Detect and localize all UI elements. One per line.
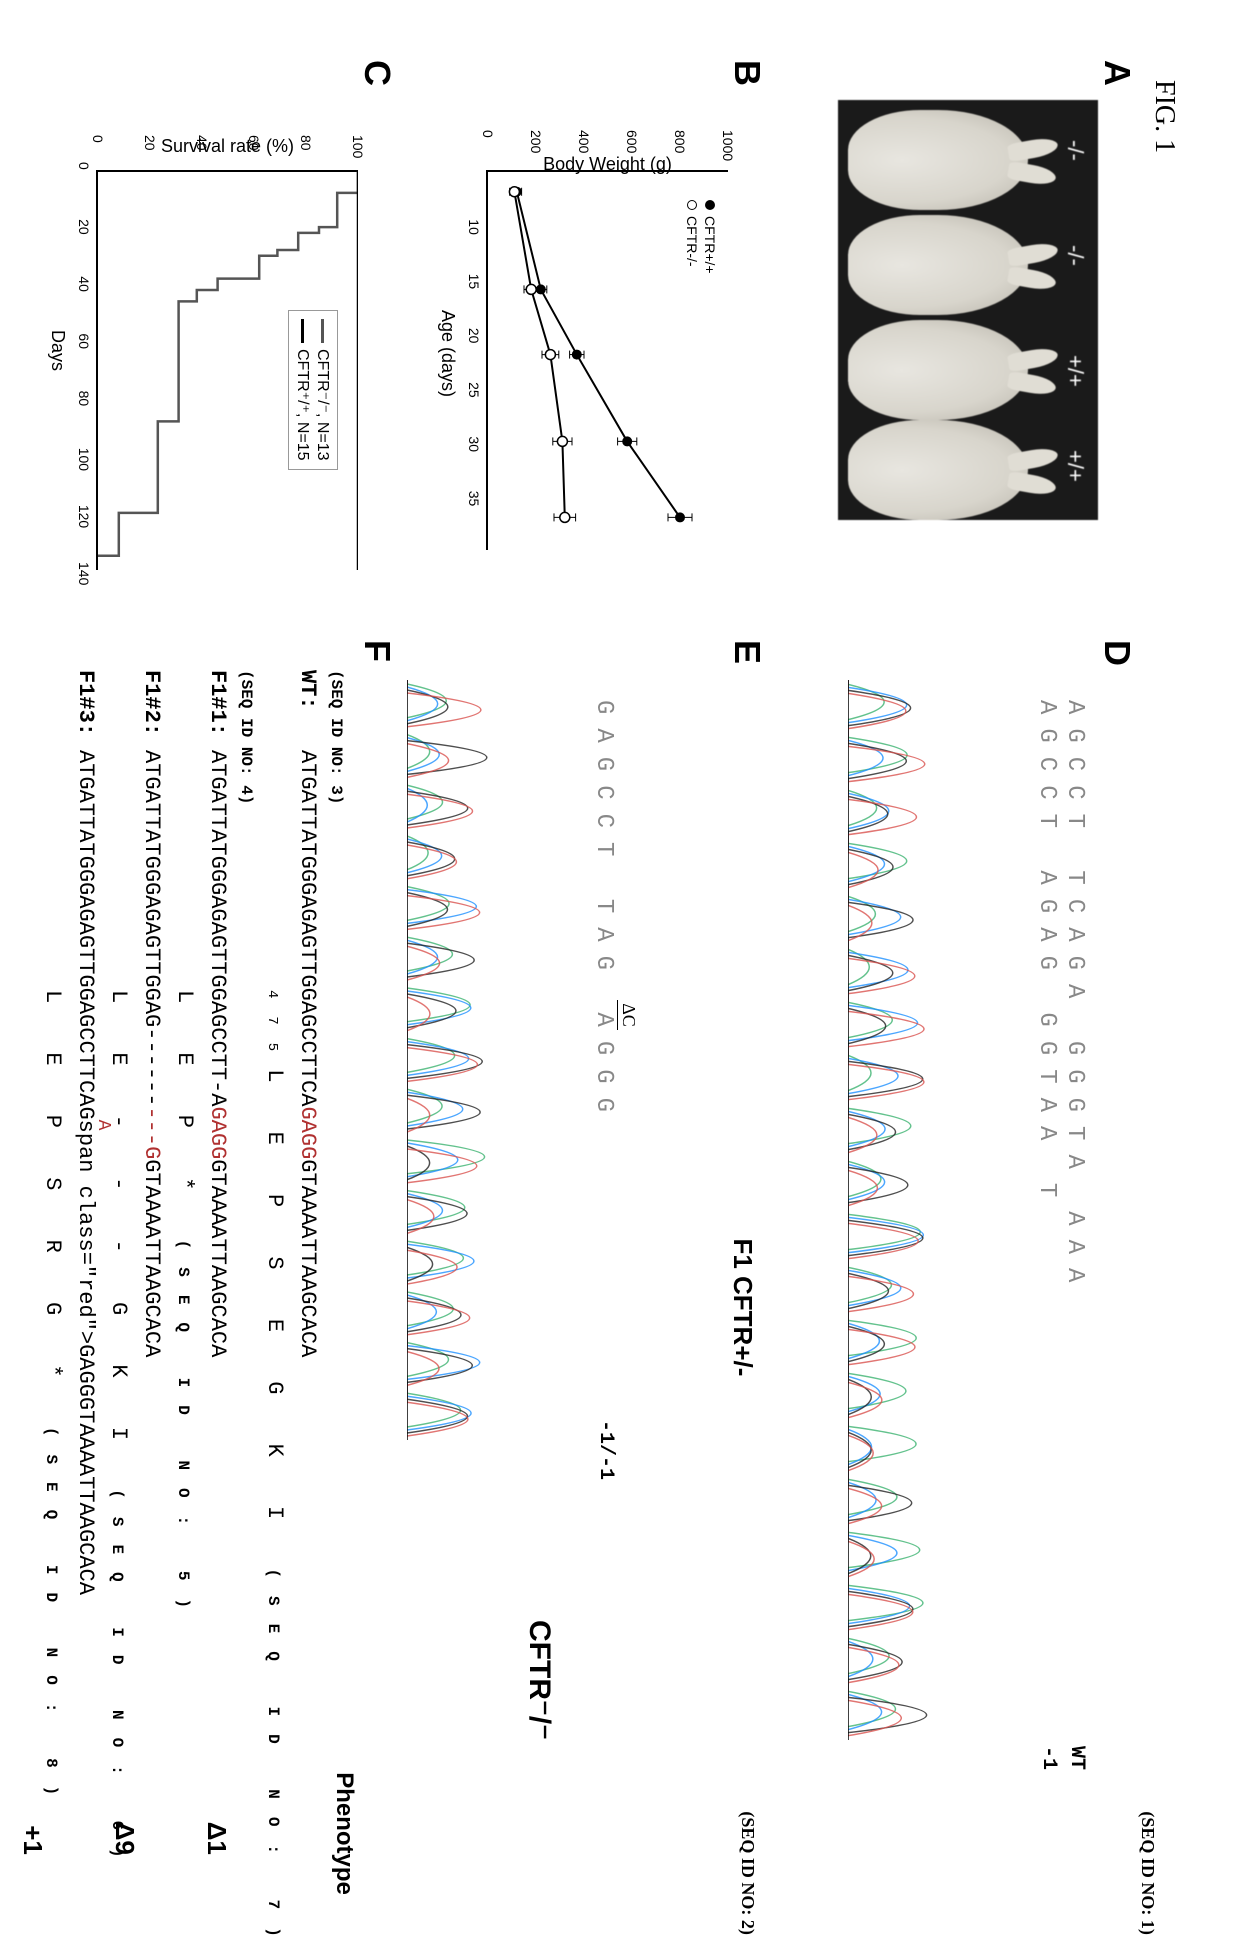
trace-e xyxy=(407,680,587,1440)
panel-letter-d: D xyxy=(1096,640,1138,666)
ylabel-c: Survival rate (%) xyxy=(161,136,294,157)
rabbit-photo: -/- -/- +/+ +/+ xyxy=(838,100,1098,520)
panel-f: F Phenotype (SEQ ID NO: 3)WT:ATGATTATGGG… xyxy=(8,660,388,1955)
tag-wt: WT xyxy=(1065,1746,1088,1770)
figure-label: FIG. 1 xyxy=(1148,80,1180,1863)
panel-letter-c: C xyxy=(356,60,398,86)
seq-line1-e: GAGCCT TAG AGGG xyxy=(590,700,617,1126)
panel-letter-b: B xyxy=(726,60,768,86)
bodyweight-chart: Body Weight (g) Age (days) CFTR+/+ CFTR-… xyxy=(438,110,738,570)
genotype-2: +/+ xyxy=(1062,355,1088,387)
xlabel-b: Age (days) xyxy=(437,310,458,397)
seq-id-d: (SEQ ID NO: 1) xyxy=(1137,1811,1158,1935)
tag-minus1: -1 xyxy=(1037,1746,1060,1770)
genotype-1: -/- xyxy=(1062,245,1088,266)
seq-line1-d: AGCCT TCAGA GGGTA AAA xyxy=(1061,700,1088,1296)
chromatogram-e: ΔC GAGCCT TAG AGGG -1/-1 CFTR⁻/⁻ xyxy=(447,660,687,1760)
delc-label: ΔC xyxy=(617,1000,639,1030)
panel-e: E F1 CFTR+/- (SEQ ID NO: 2) ΔC GAGCCT TA… xyxy=(418,660,758,1955)
panel-letter-a: A xyxy=(1096,60,1138,86)
trace-d xyxy=(848,680,1028,1740)
side-label-e: CFTR⁻/⁻ xyxy=(522,1620,557,1740)
panel-b: B Body Weight (g) Age (days) CFTR+/+ CFT… xyxy=(418,80,758,600)
seq-id-e: (SEQ ID NO: 2) xyxy=(737,1811,758,1935)
title-e: F1 CFTR+/- xyxy=(727,660,758,1955)
panel-d: D (SEQ ID NO: 1) AGCCT TCAGA GGGTA AAA A… xyxy=(788,660,1128,1955)
survival-chart: Survival rate (%) Days CFTR⁻/⁻, N=13 CFT… xyxy=(48,110,368,570)
alignment-f: (SEQ ID NO: 3)WT:ATGATTATGGGAGAGTTGGAGCC… xyxy=(36,670,348,1955)
chromatogram-d: AGCCT TCAGA GGGTA AAA AGCCT AGAG GGTAA T… xyxy=(808,660,1088,1760)
panel-letter-f: F xyxy=(356,640,398,662)
genotype-0: -/- xyxy=(1062,140,1088,161)
genotype-3: +/+ xyxy=(1062,450,1088,482)
xlabel-c: Days xyxy=(47,330,68,371)
panel-a: A -/- -/- +/+ +/+ xyxy=(788,80,1128,600)
panel-c: C Survival rate (%) Days CFTR⁻/⁻, N=13 C… xyxy=(8,80,388,600)
seq-line2-d: AGCCT AGAG GGTAA T xyxy=(1033,700,1060,1211)
panel-letter-e: E xyxy=(726,640,768,664)
tag-e: -1/-1 xyxy=(594,1420,617,1480)
phenotype-header: Phenotype xyxy=(330,1772,358,1895)
